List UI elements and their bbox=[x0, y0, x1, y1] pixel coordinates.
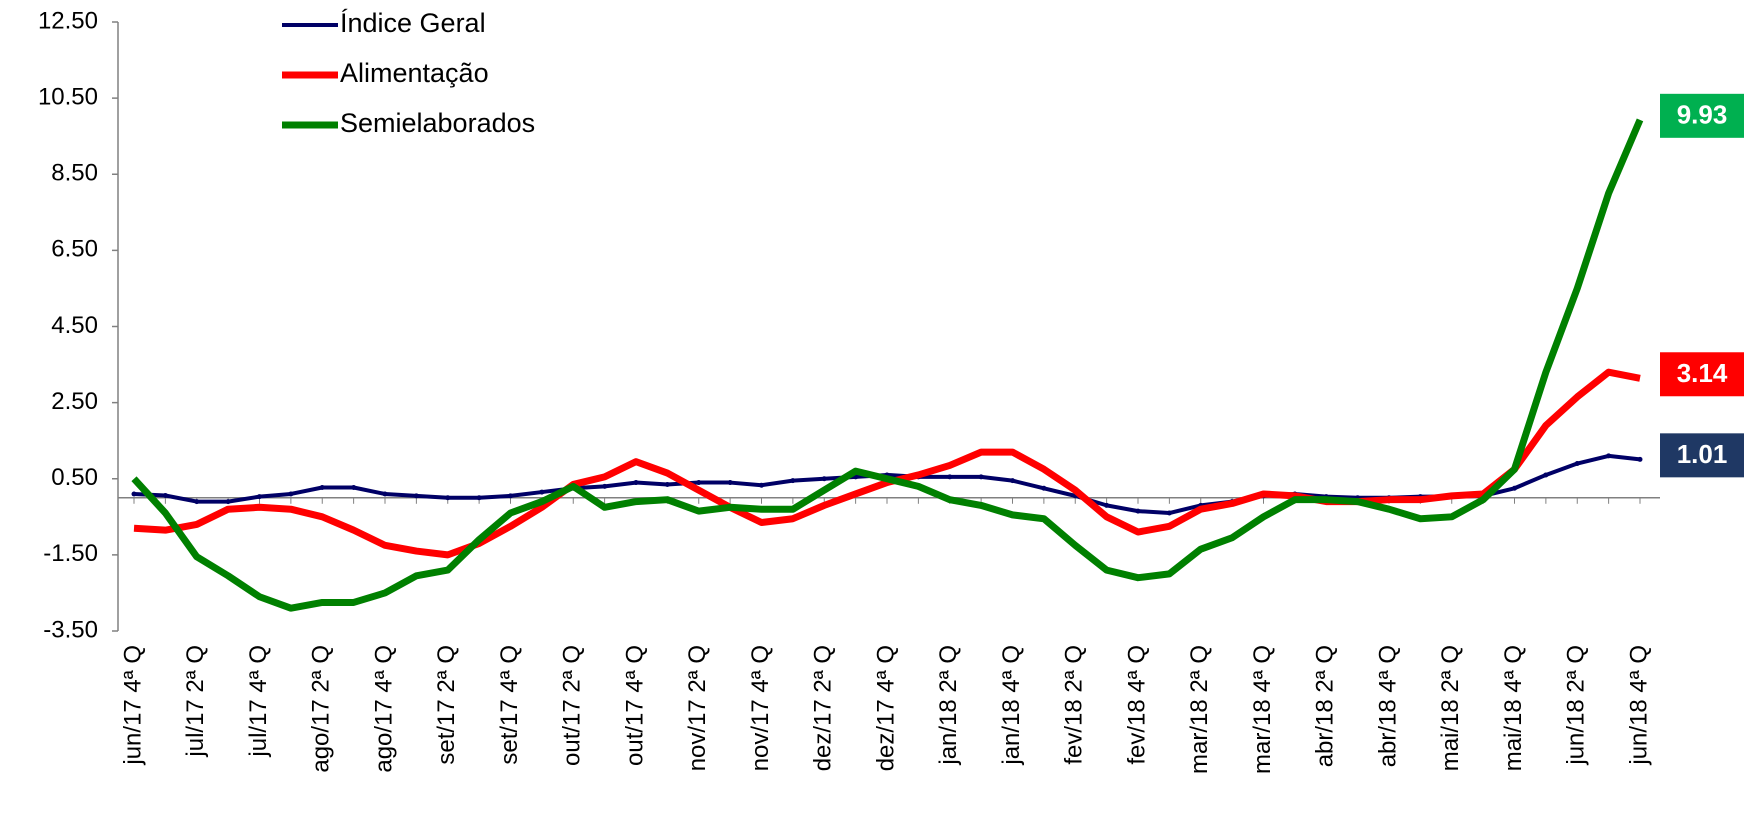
x-tick-label: mai/18 4ª Q bbox=[1500, 645, 1527, 771]
point-marker bbox=[445, 495, 451, 501]
x-tick-label: dez/17 4ª Q bbox=[872, 645, 899, 771]
x-tick-label: jun/18 2ª Q bbox=[1563, 645, 1590, 766]
x-tick-label: jan/18 4ª Q bbox=[998, 645, 1025, 766]
point-marker bbox=[821, 476, 827, 482]
end-label-box bbox=[1660, 93, 1744, 138]
point-marker bbox=[288, 491, 294, 497]
series-line bbox=[133, 368, 1641, 559]
point-marker bbox=[476, 495, 482, 501]
y-tick-label: 4.50 bbox=[51, 312, 98, 339]
x-tick-label: jun/17 4ª Q bbox=[119, 645, 146, 766]
legend-label: Semielaborados bbox=[340, 108, 535, 138]
x-tick-label: mai/18 2ª Q bbox=[1437, 645, 1464, 771]
point-marker bbox=[727, 480, 733, 486]
point-marker bbox=[1135, 508, 1141, 514]
x-tick-label: nov/17 4ª Q bbox=[747, 645, 774, 771]
x-tick-label: set/17 2ª Q bbox=[433, 645, 460, 765]
y-tick-label: 2.50 bbox=[51, 388, 98, 415]
y-tick-label: 0.50 bbox=[51, 464, 98, 491]
x-tick-label: abr/18 4ª Q bbox=[1374, 645, 1401, 767]
y-tick-label: 6.50 bbox=[51, 236, 98, 263]
end-label-box bbox=[1660, 433, 1744, 478]
x-tick-label: ago/17 4ª Q bbox=[370, 645, 397, 773]
x-tick-label: mar/18 2ª Q bbox=[1186, 645, 1213, 774]
x-tick-label: set/17 4ª Q bbox=[496, 645, 523, 765]
x-tick-label: ago/17 2ª Q bbox=[308, 645, 335, 773]
end-label-box bbox=[1660, 352, 1744, 397]
x-tick-label: fev/18 4ª Q bbox=[1123, 645, 1150, 765]
y-tick-label: 10.50 bbox=[38, 83, 98, 110]
point-marker bbox=[1512, 485, 1517, 491]
point-marker bbox=[664, 481, 670, 487]
end-label: 1.01 bbox=[1677, 439, 1728, 469]
x-tick-label: jan/18 2ª Q bbox=[935, 645, 962, 766]
x-tick-label: nov/17 2ª Q bbox=[684, 645, 711, 771]
point-marker bbox=[319, 485, 325, 491]
x-tick-label: dez/17 2ª Q bbox=[810, 645, 837, 771]
point-marker bbox=[1166, 510, 1172, 516]
point-marker bbox=[351, 485, 357, 491]
legend-label: Alimentação bbox=[340, 58, 489, 88]
end-label: 3.14 bbox=[1677, 358, 1728, 388]
point-marker bbox=[1574, 461, 1580, 467]
y-tick-label: -3.50 bbox=[43, 616, 98, 643]
y-tick-label: 8.50 bbox=[51, 160, 98, 187]
point-marker bbox=[539, 489, 545, 495]
point-marker bbox=[1104, 502, 1110, 508]
point-marker bbox=[633, 480, 639, 486]
x-tick-label: out/17 2ª Q bbox=[559, 645, 586, 766]
point-marker bbox=[1041, 485, 1047, 491]
x-tick-label: mar/18 4ª Q bbox=[1249, 645, 1276, 774]
point-marker bbox=[225, 499, 231, 505]
point-marker bbox=[1606, 453, 1612, 459]
point-marker bbox=[696, 480, 702, 486]
end-label: 9.93 bbox=[1677, 100, 1728, 130]
x-tick-label: jun/18 4ª Q bbox=[1625, 645, 1652, 766]
series-line bbox=[131, 118, 1644, 612]
point-marker bbox=[162, 492, 168, 498]
point-marker bbox=[790, 478, 796, 484]
x-tick-label: jul/17 2ª Q bbox=[182, 645, 209, 758]
point-marker bbox=[1543, 472, 1549, 478]
point-marker bbox=[1010, 478, 1015, 484]
point-marker bbox=[508, 493, 513, 499]
x-tick-label: out/17 4ª Q bbox=[621, 645, 648, 766]
x-tick-label: jul/17 4ª Q bbox=[245, 645, 272, 758]
point-marker bbox=[602, 483, 608, 489]
point-marker bbox=[413, 493, 419, 499]
point-marker bbox=[759, 482, 764, 488]
y-tick-label: 12.50 bbox=[38, 7, 98, 34]
point-marker bbox=[382, 491, 388, 497]
y-tick-label: -1.50 bbox=[43, 540, 98, 567]
point-marker bbox=[194, 499, 200, 505]
point-marker bbox=[1637, 456, 1643, 462]
x-tick-label: fev/18 2ª Q bbox=[1061, 645, 1088, 765]
point-marker bbox=[947, 474, 953, 480]
point-marker bbox=[978, 474, 984, 480]
legend-label: Índice Geral bbox=[340, 8, 486, 38]
x-tick-label: abr/18 2ª Q bbox=[1312, 645, 1339, 767]
point-marker bbox=[257, 494, 262, 500]
point-marker bbox=[131, 491, 137, 497]
